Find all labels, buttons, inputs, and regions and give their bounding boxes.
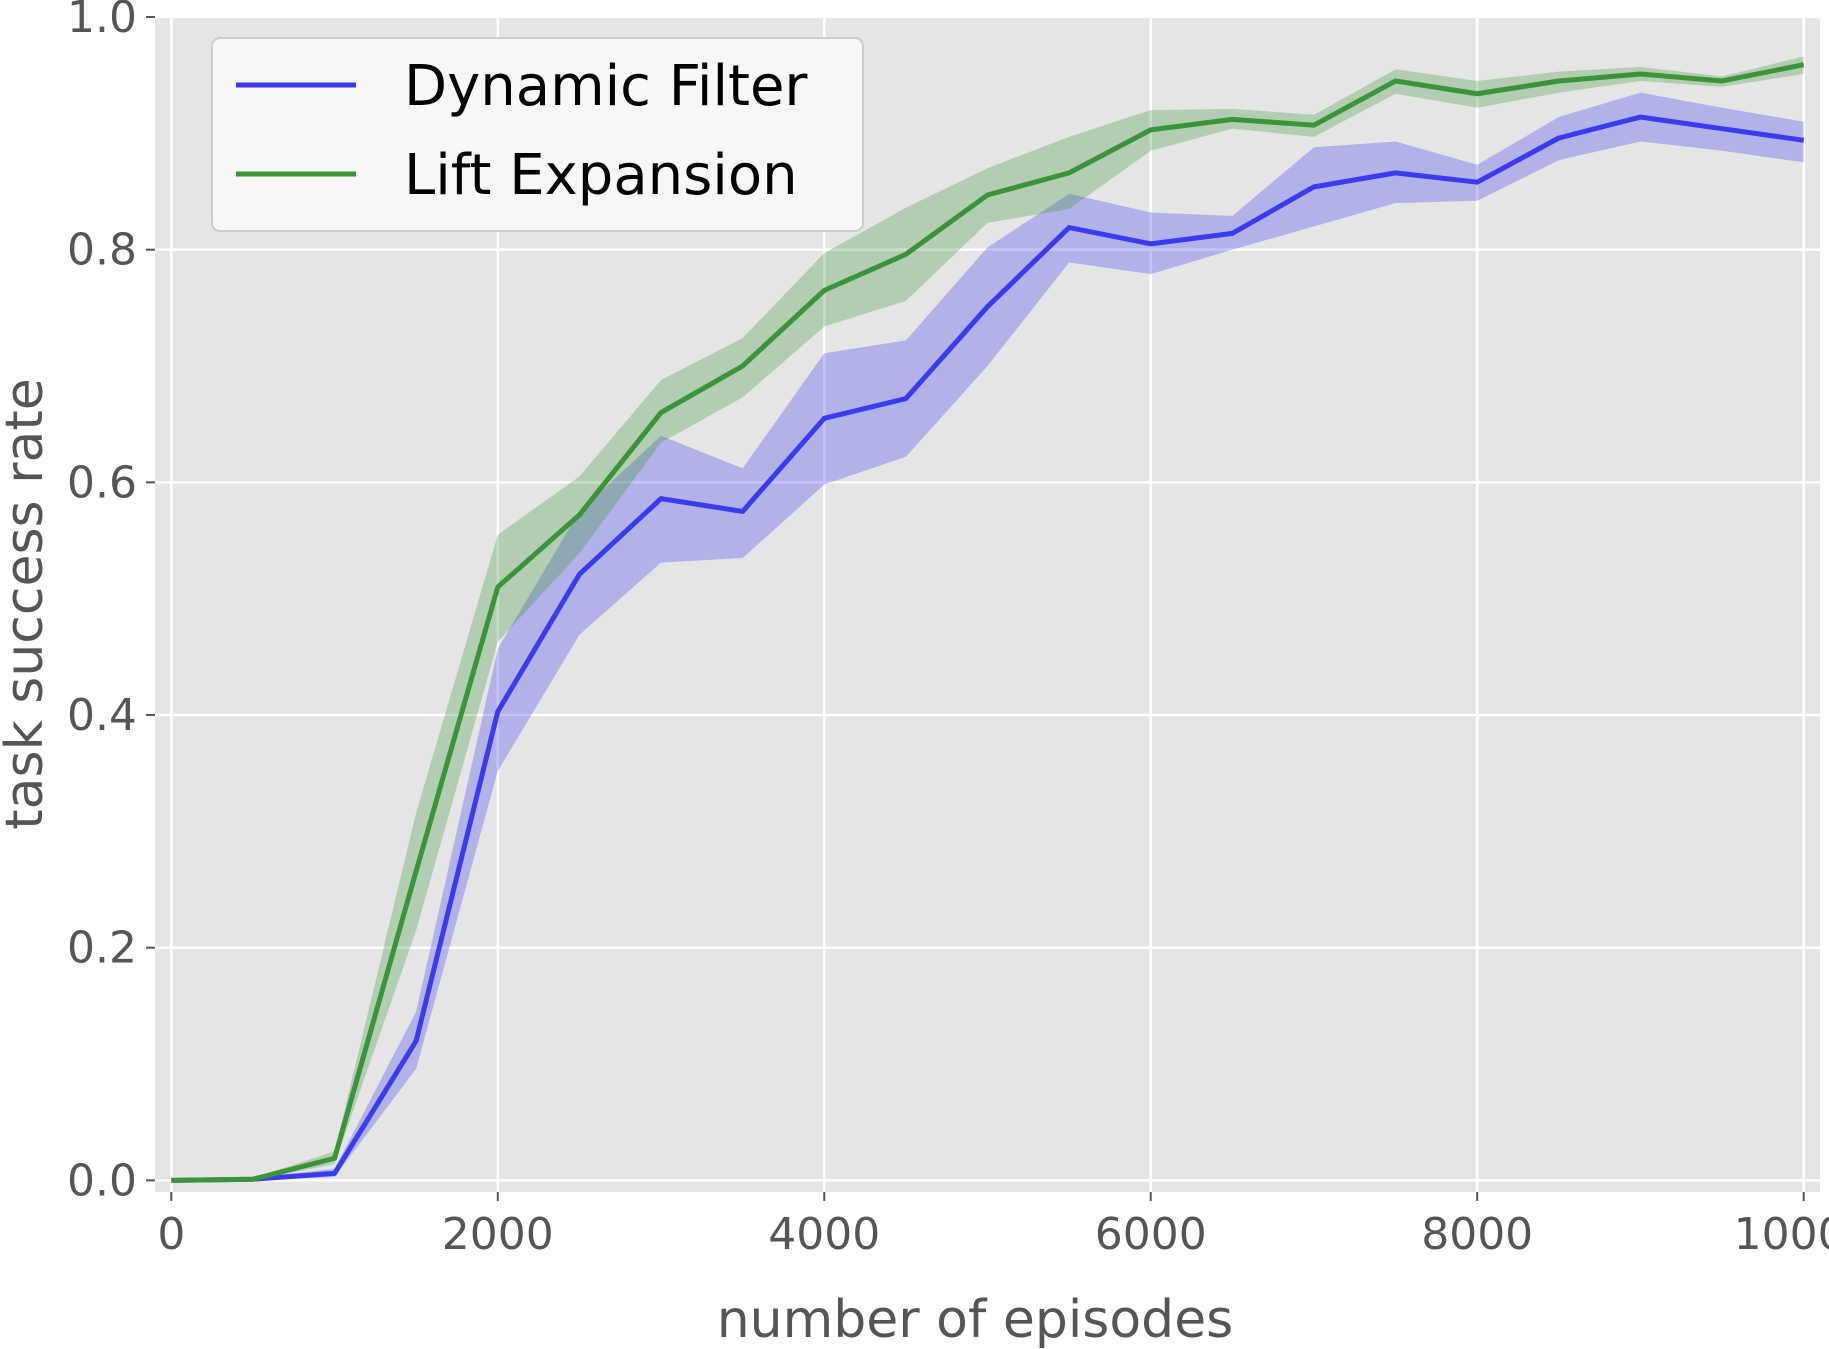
y-tick-label: 1.0 — [67, 0, 137, 43]
legend-label-lift-expansion: Lift Expansion — [404, 143, 798, 208]
y-tick-label: 0.0 — [67, 1155, 137, 1206]
x-tick-label: 0 — [157, 1209, 185, 1260]
legend: Dynamic Filter Lift Expansion — [211, 37, 864, 232]
x-tick-label: 8000 — [1421, 1209, 1533, 1260]
series-lines — [171, 62, 1805, 1183]
y-axis-label: task success rate — [0, 378, 55, 830]
band-lift-expansion — [171, 56, 1804, 1181]
y-tick-label: 0.4 — [67, 690, 137, 741]
x-tick-label: 6000 — [1095, 1209, 1207, 1260]
x-axis-label: number of episodes — [717, 1290, 1234, 1349]
y-tick-label: 0.2 — [67, 923, 137, 974]
x-tick-label: 10000 — [1734, 1209, 1829, 1260]
x-tick-label: 4000 — [768, 1209, 880, 1260]
legend-box — [211, 37, 864, 232]
legend-label-dynamic-filter: Dynamic Filter — [404, 54, 808, 119]
y-tick-label: 0.6 — [67, 457, 137, 508]
x-tick-label: 2000 — [442, 1209, 554, 1260]
axes: 0 2000 4000 6000 8000 10000 0.0 0.2 0.4 0.6 0.8 1.0 — [67, 0, 1829, 1260]
y-tick-label: 0.8 — [67, 225, 137, 276]
